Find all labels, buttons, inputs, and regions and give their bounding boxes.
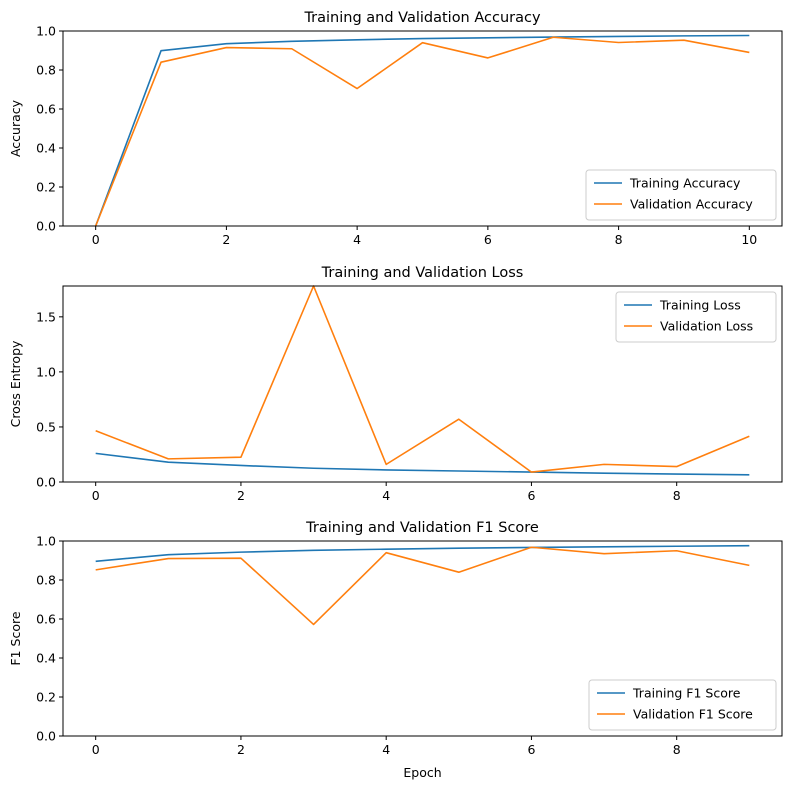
accuracy-subplot: Training and Validation Accuracy Accuracy…: [8, 10, 783, 247]
training-f1-score-line: [95, 544, 750, 563]
training-accuracy-line: [94, 34, 750, 227]
loss-xtick-label: 4: [382, 488, 390, 503]
accuracy-axes-frame: [62, 30, 783, 227]
loss-xtick-label: 8: [673, 488, 681, 503]
loss-ytick-label: 1.0: [36, 364, 56, 379]
f1-score-xtick-label: 6: [527, 742, 535, 757]
f1-score-xtick-label: 0: [92, 742, 100, 757]
validation-loss-legend-label: Validation Loss: [660, 319, 753, 334]
f1-score-ylabel: F1 Score: [8, 611, 23, 665]
training-loss-legend-label: Training Loss: [659, 298, 741, 313]
validation-accuracy-legend-label: Validation Accuracy: [630, 197, 753, 212]
f1-score-xtick-label: 8: [673, 742, 681, 757]
accuracy-xtick-label: 2: [222, 232, 230, 247]
loss-ylabel: Cross Entropy: [8, 340, 23, 427]
training-accuracy-legend-label: Training Accuracy: [629, 176, 741, 191]
f1-score-ytick-label: 0.2: [36, 690, 56, 705]
validation-f1-score-legend-label: Validation F1 Score: [633, 707, 753, 722]
f1-score-ytick-label: 0.8: [36, 573, 56, 588]
accuracy-ytick-label: 1.0: [36, 24, 56, 39]
loss-ytick-label: 0.5: [36, 419, 56, 434]
accuracy-ytick-label: 0.2: [36, 180, 56, 195]
accuracy-ytick-label: 0.0: [36, 219, 56, 234]
f1-score-ytick-label: 0.0: [36, 729, 56, 744]
loss-xtick-label: 2: [237, 488, 245, 503]
accuracy-xtick-label: 10: [741, 232, 757, 247]
f1-score-ytick-label: 0.6: [36, 612, 56, 627]
loss-title: Training and Validation Loss: [321, 265, 524, 281]
accuracy-xtick-label: 8: [615, 232, 623, 247]
validation-accuracy-line: [94, 36, 750, 227]
validation-loss-line: [95, 285, 750, 473]
accuracy-ytick-label: 0.6: [36, 102, 56, 117]
accuracy-legend: Training Accuracy Validation Accuracy: [585, 169, 777, 221]
accuracy-xtick-label: 0: [92, 232, 100, 247]
f1-score-legend-box: [588, 679, 777, 731]
loss-xtick-label: 0: [92, 488, 100, 503]
accuracy-xtick-label: 4: [353, 232, 361, 247]
accuracy-title: Training and Validation Accuracy: [303, 10, 541, 26]
f1-score-xtick-label: 2: [237, 742, 245, 757]
loss-xtick-label: 6: [527, 488, 535, 503]
f1-score-xtick-label: 4: [382, 742, 390, 757]
accuracy-legend-box: [585, 169, 777, 221]
loss-legend-box: [615, 291, 777, 343]
loss-ytick-label: 1.5: [36, 309, 56, 324]
accuracy-ylabel: Accuracy: [8, 99, 23, 157]
f1-score-ytick-label: 1.0: [36, 534, 56, 549]
f1-score-axes-frame: [62, 540, 783, 737]
f1-score-title: Training and Validation F1 Score: [305, 520, 539, 536]
loss-axes-frame: [62, 285, 783, 483]
training-f1-score-legend-label: Training F1 Score: [632, 686, 741, 701]
training-loss-line: [95, 452, 750, 476]
f1-score-ytick-label: 0.4: [36, 651, 56, 666]
accuracy-xtick-label: 6: [484, 232, 492, 247]
f1-score-subplot: Training and Validation F1 Score F1 Score…: [8, 520, 783, 780]
f1-score-xlabel: Epoch: [403, 765, 441, 780]
f1-score-legend: Training F1 Score Validation F1 Score: [588, 679, 777, 731]
loss-subplot: Training and Validation Loss Cross Entrop…: [8, 265, 783, 503]
accuracy-ytick-label: 0.8: [36, 63, 56, 78]
loss-legend: Training Loss Validation Loss: [615, 291, 777, 343]
validation-f1-score-line: [95, 546, 750, 626]
loss-ytick-label: 0.0: [36, 475, 56, 490]
accuracy-ytick-label: 0.4: [36, 141, 56, 156]
